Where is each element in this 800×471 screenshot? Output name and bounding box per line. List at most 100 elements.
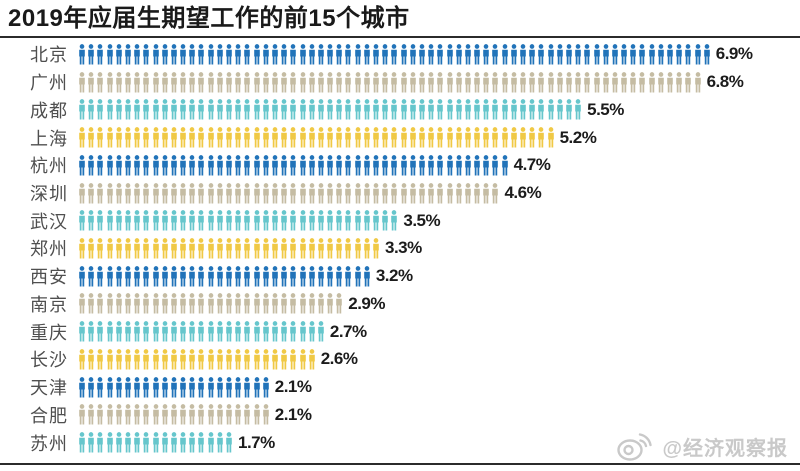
person-icon bbox=[299, 99, 306, 120]
person-icon bbox=[180, 210, 186, 231]
person-icon bbox=[226, 349, 232, 370]
city-label: 郑州 bbox=[30, 239, 68, 260]
person-icon bbox=[272, 155, 278, 176]
person-icon bbox=[584, 44, 591, 65]
person-icon bbox=[226, 293, 232, 314]
person-icon bbox=[226, 210, 232, 231]
person-icon bbox=[125, 349, 131, 370]
person-icon bbox=[235, 265, 241, 287]
person-icon bbox=[217, 44, 223, 65]
person-icon bbox=[593, 71, 600, 93]
person-icon bbox=[262, 321, 269, 342]
person-icon bbox=[345, 210, 352, 231]
person-icon bbox=[621, 44, 627, 65]
icon-bar bbox=[78, 182, 499, 204]
person-icon bbox=[189, 210, 196, 231]
person-icon bbox=[79, 293, 85, 314]
person-icon bbox=[308, 321, 315, 342]
person-icon bbox=[299, 71, 306, 93]
value-label: 2.1% bbox=[274, 377, 312, 397]
person-icon bbox=[391, 71, 398, 93]
person-icon bbox=[125, 210, 131, 231]
person-icon bbox=[253, 321, 260, 342]
person-icon bbox=[281, 349, 287, 370]
chart-row: 郑州 3.3% bbox=[0, 235, 800, 263]
person-icon bbox=[217, 155, 223, 176]
person-icon bbox=[253, 404, 260, 425]
person-icon bbox=[308, 99, 315, 120]
person-icon bbox=[308, 127, 315, 148]
person-icon bbox=[575, 71, 581, 93]
value-label: 3.2% bbox=[375, 266, 413, 286]
person-icon bbox=[308, 293, 315, 314]
person-icon bbox=[115, 265, 122, 287]
person-icon bbox=[262, 155, 269, 176]
person-icon bbox=[235, 182, 241, 204]
person-icon bbox=[501, 44, 508, 65]
person-icon bbox=[115, 99, 122, 120]
person-icon bbox=[318, 127, 324, 148]
person-icon bbox=[299, 44, 306, 65]
person-icon bbox=[198, 432, 205, 453]
person-icon bbox=[455, 44, 462, 65]
value-label: 4.6% bbox=[504, 183, 542, 203]
person-icon bbox=[253, 71, 260, 93]
person-icon bbox=[171, 210, 177, 231]
person-icon bbox=[189, 321, 196, 342]
person-icon bbox=[207, 238, 214, 259]
person-icon bbox=[235, 127, 241, 148]
person-icon bbox=[685, 44, 692, 65]
person-icon bbox=[262, 238, 269, 259]
person-icon bbox=[198, 349, 205, 370]
person-icon bbox=[364, 44, 370, 65]
person-icon bbox=[226, 321, 232, 342]
person-icon bbox=[308, 71, 315, 93]
person-icon bbox=[244, 99, 251, 120]
person-icon bbox=[272, 182, 278, 204]
person-icon bbox=[648, 44, 655, 65]
person-icon bbox=[400, 71, 407, 93]
person-icon bbox=[125, 376, 131, 398]
person-icon bbox=[446, 182, 453, 204]
person-icon bbox=[428, 99, 434, 120]
person-icon bbox=[125, 432, 131, 453]
person-icon bbox=[125, 127, 131, 148]
person-icon bbox=[474, 155, 480, 176]
person-icon bbox=[226, 432, 232, 453]
person-icon bbox=[364, 265, 370, 287]
person-icon bbox=[272, 99, 278, 120]
person-icon bbox=[189, 404, 196, 425]
person-icon bbox=[272, 238, 278, 259]
person-icon bbox=[143, 238, 150, 259]
person-icon bbox=[143, 349, 150, 370]
person-icon bbox=[235, 71, 241, 93]
person-icon bbox=[262, 293, 269, 314]
person-icon bbox=[272, 265, 278, 287]
person-icon bbox=[336, 99, 343, 120]
person-icon bbox=[290, 210, 297, 231]
person-icon bbox=[198, 265, 205, 287]
person-icon bbox=[161, 349, 168, 370]
person-icon bbox=[134, 127, 140, 148]
person-icon bbox=[161, 127, 168, 148]
person-icon bbox=[465, 44, 471, 65]
person-icon bbox=[262, 349, 269, 370]
person-icon bbox=[281, 182, 287, 204]
person-icon bbox=[501, 155, 508, 176]
person-icon bbox=[253, 349, 260, 370]
person-icon bbox=[180, 376, 186, 398]
person-icon bbox=[171, 376, 177, 398]
person-icon bbox=[79, 432, 85, 453]
person-icon bbox=[272, 321, 278, 342]
chart-row: 武汉 3.5% bbox=[0, 207, 800, 235]
person-icon bbox=[511, 71, 517, 93]
person-icon bbox=[226, 404, 232, 425]
person-icon bbox=[244, 238, 251, 259]
person-icon bbox=[152, 182, 159, 204]
person-icon bbox=[575, 44, 581, 65]
person-icon bbox=[428, 127, 434, 148]
person-icon bbox=[648, 71, 655, 93]
person-icon bbox=[115, 182, 122, 204]
person-icon bbox=[318, 265, 324, 287]
